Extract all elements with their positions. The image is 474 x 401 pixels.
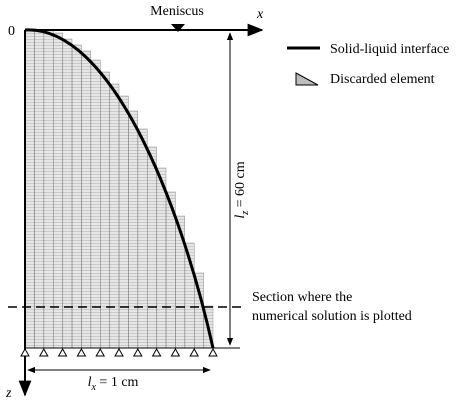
legend-triangle	[295, 72, 319, 86]
support	[76, 347, 87, 357]
section-label-1: Section where the	[252, 290, 352, 305]
mesh-column	[34, 29, 45, 349]
x-label: x	[256, 7, 264, 22]
support	[132, 347, 143, 357]
support	[95, 347, 106, 357]
z-label: z	[5, 386, 12, 401]
support	[38, 347, 49, 357]
support	[189, 347, 200, 357]
mesh-column	[137, 128, 148, 349]
mesh-column	[118, 95, 129, 349]
support	[151, 347, 162, 357]
supports	[20, 347, 218, 357]
mesh-column	[128, 110, 138, 349]
legend-label: Discarded element	[330, 72, 435, 87]
support	[20, 347, 30, 357]
legend-label: Solid-liquid interface	[330, 42, 449, 57]
support	[114, 347, 124, 357]
mesh-column	[90, 59, 101, 349]
mesh-column	[156, 167, 167, 349]
mesh-column	[109, 83, 120, 349]
mesh-column	[43, 29, 54, 349]
mesh-column	[62, 38, 73, 349]
height-label: lz = 60 cm	[233, 161, 251, 218]
support	[57, 347, 68, 357]
mesh-column	[81, 50, 92, 349]
mesh-column	[71, 44, 82, 349]
mesh	[24, 29, 214, 349]
section-label-2: numerical solution is plotted	[252, 309, 412, 324]
mesh-column	[24, 29, 35, 349]
solid-liquid-interface	[24, 28, 215, 349]
support	[208, 347, 218, 357]
meniscus-label: Meniscus	[150, 4, 204, 19]
mesh-column	[53, 32, 63, 349]
meniscus-marker	[171, 24, 185, 32]
mesh-column	[146, 146, 157, 349]
origin-label: 0	[8, 24, 15, 39]
support	[170, 347, 181, 357]
width-label: lx = 1 cm	[88, 375, 139, 393]
